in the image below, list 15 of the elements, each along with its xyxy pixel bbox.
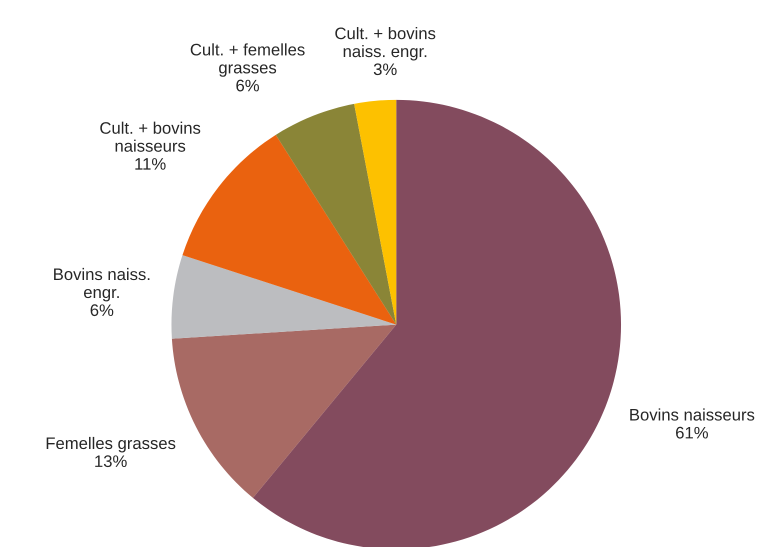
pie-slice bbox=[354, 100, 396, 325]
data-label: 61% bbox=[676, 426, 708, 439]
slice-label: Cult. + bovins naiss. engr. bbox=[335, 27, 436, 61]
slice-label: Cult. + femelles grasses bbox=[190, 43, 305, 77]
data-label: 3% bbox=[374, 63, 397, 76]
data-label: 13% bbox=[95, 455, 127, 468]
slice-label: Femelles grasses bbox=[46, 436, 176, 452]
pie-slice bbox=[276, 104, 396, 325]
slice-label: Bovins naiss. engr. bbox=[54, 268, 150, 302]
slice-label: Cult. + bovins naisseurs bbox=[100, 122, 200, 152]
data-label: 6% bbox=[90, 304, 114, 316]
data-label: 11% bbox=[135, 158, 166, 170]
data-label: 6% bbox=[236, 80, 260, 92]
slice-label: Bovins naisseurs bbox=[630, 408, 754, 421]
pie-slice bbox=[171, 255, 396, 339]
